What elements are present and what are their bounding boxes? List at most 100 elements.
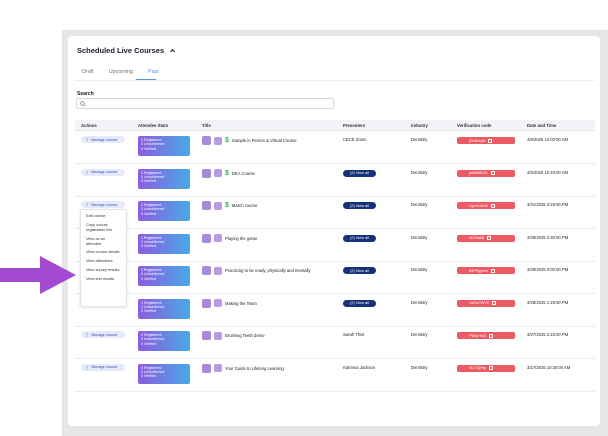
- attendee-stats-card: 0 Registered 0 Unconfirmed 0 Verified: [138, 331, 190, 351]
- manage-course-label: Manage course: [91, 170, 118, 174]
- attendee-stats-card: 1 Registered 1 Unconfirmed 0 Verified: [138, 233, 190, 254]
- course-title-cell: $ DEA Course: [202, 168, 255, 178]
- table-header: Actions Attendee Stats Title Presenters …: [75, 120, 595, 131]
- copy-icon[interactable]: [490, 268, 495, 273]
- verified-count: 0 Verified: [141, 146, 156, 151]
- view-all-presenters-button[interactable]: (2) View all: [343, 169, 376, 177]
- industry-value: Dentistry: [411, 267, 428, 272]
- verification-code-badge[interactable]: 9Cr7QHtp: [457, 364, 515, 372]
- edit-course-icon[interactable]: [214, 201, 222, 210]
- panel-header: Scheduled Live Courses: [77, 46, 176, 55]
- tab-draft[interactable]: Draft: [82, 69, 94, 75]
- edit-course-icon[interactable]: [214, 136, 222, 145]
- view-all-presenters-button[interactable]: (2) View all: [343, 299, 376, 307]
- table-row: ⋮ Manage course 2 Registered 2 Unconfirmed 0…: [75, 197, 595, 229]
- menu-item-view-as-attendee[interactable]: View as an attendee: [86, 235, 105, 246]
- copy-icon[interactable]: [489, 366, 494, 370]
- verification-code-badge[interactable]: YaSeCWYE: [457, 299, 515, 307]
- paid-dollar-icon: $: [225, 202, 229, 209]
- presenter-name: Sarah Thiel: [343, 332, 365, 337]
- menu-item-view-survey-results[interactable]: View survey results: [86, 267, 120, 273]
- manage-course-button[interactable]: ⋮ Manage course: [81, 168, 125, 176]
- registered-count: 1 Registered: [141, 300, 162, 305]
- verification-code-badge[interactable]: jw8tNR0Zc: [457, 169, 515, 177]
- video-course-icon: [202, 331, 211, 340]
- view-all-presenters-button[interactable]: (2) View all: [343, 234, 376, 242]
- unconfirmed-count: 0 Unconfirmed: [141, 337, 165, 342]
- view-all-presenters-button[interactable]: (2) View all: [343, 202, 376, 209]
- menu-item-view-course-details[interactable]: View course details: [86, 249, 120, 255]
- verification-code-badge[interactable]: j2n4Dsp8: [457, 137, 515, 144]
- attendee-stats-card: 0 Registered 0 Unconfirmed 0 Verified: [138, 168, 190, 189]
- verified-count: 0 Verified: [141, 309, 156, 314]
- video-course-icon: [202, 136, 211, 145]
- verification-code: jw8tNR0Zc: [469, 171, 488, 175]
- course-title: Brushing Teeth demo: [225, 333, 265, 338]
- copy-icon[interactable]: [490, 203, 495, 208]
- manage-course-label: Manage course: [91, 202, 118, 207]
- edit-course-icon[interactable]: [214, 299, 222, 307]
- course-datetime: 3/31/2025 3:25:00 PM: [527, 202, 569, 207]
- table-row: 1 Registered 1 Unconfirmed 0 Verified Playi…: [75, 230, 595, 262]
- tabs-divider: [74, 80, 594, 81]
- manage-course-button[interactable]: ⋮ Manage course: [81, 331, 125, 338]
- kebab-icon: ⋮: [85, 364, 90, 370]
- copy-icon[interactable]: [490, 171, 495, 175]
- course-title-cell: Playing the game: [202, 233, 257, 243]
- edit-course-icon[interactable]: [214, 234, 222, 242]
- edit-course-icon[interactable]: [214, 266, 222, 275]
- manage-course-label: Manage course: [91, 365, 118, 369]
- kebab-icon: ⋮: [85, 137, 90, 142]
- edit-course-icon[interactable]: [214, 364, 222, 372]
- course-datetime: 3/27/2025 2:18:00 PM: [527, 332, 569, 337]
- edit-course-icon[interactable]: [214, 169, 222, 177]
- course-datetime: 3/28/2025 1:25:00 PM: [527, 299, 569, 305]
- edit-course-icon[interactable]: [214, 331, 222, 340]
- verification-code: PWavTeI2: [469, 333, 487, 338]
- tab-upcoming[interactable]: Upcoming: [108, 69, 133, 75]
- chevron-up-icon[interactable]: [169, 47, 176, 54]
- manage-course-button[interactable]: ⋮ Manage course: [81, 136, 125, 143]
- course-datetime: 3/27/2025 10:30:00 AM: [527, 364, 571, 370]
- manage-course-label: Manage course: [91, 332, 118, 337]
- manage-course-button[interactable]: ⋮ Manage course: [81, 201, 125, 208]
- copy-icon[interactable]: [489, 333, 494, 338]
- video-course-icon: [202, 233, 211, 243]
- presenter-name: Katrinna Jackson: [343, 364, 376, 370]
- menu-item-view-test-results[interactable]: View test results: [86, 276, 115, 281]
- menu-item-view-attendees[interactable]: View attendees: [86, 258, 113, 264]
- course-title-cell: Your Guide to Lifelong Learning: [202, 363, 284, 373]
- verification-code: YaSeCWYE: [469, 301, 490, 305]
- copy-icon[interactable]: [488, 138, 493, 143]
- verified-count: 0 Verified: [141, 211, 156, 216]
- presenter-name: CECE Zoom: [343, 137, 367, 142]
- menu-item-edit-course[interactable]: Edit course: [86, 213, 106, 218]
- active-tab-indicator: [136, 79, 156, 80]
- attendee-stats-card: 0 Registered 0 Unconfirmed 0 Verified: [138, 266, 190, 286]
- video-course-icon: [202, 168, 211, 178]
- courses-panel: Scheduled Live Courses Draft Upcoming Pa…: [68, 36, 600, 426]
- copy-icon[interactable]: [487, 236, 492, 240]
- tab-past[interactable]: Past: [147, 69, 159, 75]
- registered-count: 0 Registered: [141, 138, 162, 142]
- attendee-stats-card: 0 Registered 0 Unconfirmed 0 Verified: [138, 363, 190, 384]
- column-header-title: Title: [202, 123, 211, 128]
- copy-icon[interactable]: [492, 301, 497, 305]
- course-title: Sample in Person & Virtual Course: [231, 138, 297, 143]
- kebab-icon: ⋮: [85, 332, 90, 337]
- verification-code-badge[interactable]: PWavTeI2: [457, 332, 515, 339]
- paid-dollar-icon: $: [225, 137, 229, 144]
- course-title-cell: $ March course: [202, 201, 257, 210]
- view-all-presenters-button[interactable]: (2) View all: [343, 267, 376, 274]
- course-tabs: Draft Upcoming Past: [82, 69, 159, 75]
- course-title-cell: Practicing to be ready, physically and m…: [202, 266, 311, 275]
- unconfirmed-count: 0 Unconfirmed: [141, 142, 165, 147]
- search-input[interactable]: [76, 98, 334, 109]
- manage-course-button[interactable]: ⋮ Manage course: [81, 363, 125, 371]
- verification-code-badge[interactable]: r4ZTw8B: [457, 234, 515, 242]
- verification-code-badge[interactable]: b5PPgpmn: [457, 267, 515, 274]
- verification-code-badge[interactable]: UgYsL8m9: [457, 202, 515, 209]
- kebab-icon: ⋮: [85, 169, 90, 175]
- menu-item-copy-registration-link[interactable]: Copy course registration link: [86, 221, 113, 232]
- column-header-presenters: Presenters: [343, 123, 366, 128]
